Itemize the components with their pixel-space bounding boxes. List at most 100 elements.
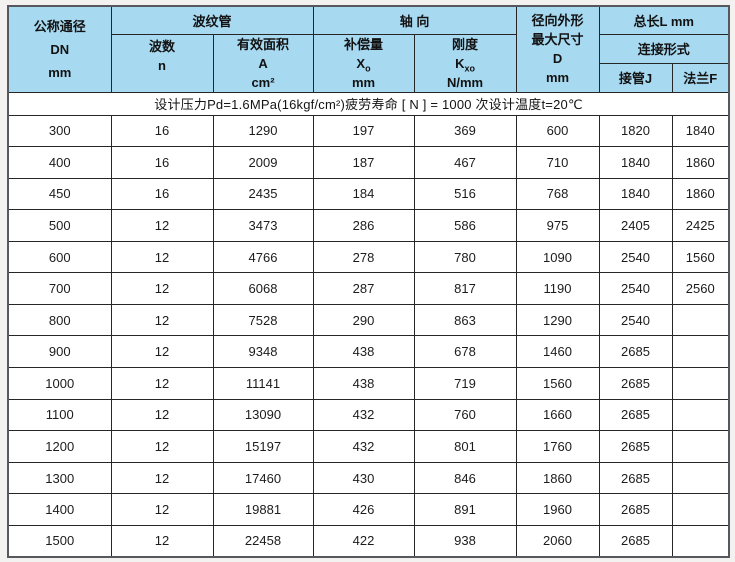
col-header-pipe-j: 接管J bbox=[598, 62, 673, 93]
table-row: 800 12 7528 290 863 1290 2540 bbox=[7, 303, 730, 337]
cell-d: 1660 bbox=[515, 398, 600, 432]
cell-dn: 1400 bbox=[7, 493, 112, 526]
cell-n: 12 bbox=[110, 240, 214, 274]
cell-dn: 300 bbox=[7, 114, 112, 148]
header-line: 径向外形 bbox=[531, 13, 584, 29]
cell-x0: 184 bbox=[312, 177, 415, 211]
cell-kx0: 586 bbox=[413, 209, 517, 242]
cell-f: 2425 bbox=[671, 209, 730, 242]
cell-n: 12 bbox=[110, 367, 214, 400]
cell-d: 2060 bbox=[515, 524, 600, 558]
cell-kx0: 863 bbox=[413, 303, 517, 337]
cell-d: 1760 bbox=[515, 430, 600, 463]
table-row: 1200 12 15197 432 801 1760 2685 bbox=[7, 430, 730, 463]
cell-j: 2685 bbox=[598, 335, 673, 369]
cell-dn: 1500 bbox=[7, 524, 112, 558]
header-line: 刚度 bbox=[452, 36, 479, 52]
col-header-wave-count: 波数 n bbox=[110, 33, 214, 93]
cell-d: 1190 bbox=[515, 272, 600, 305]
cell-a: 3473 bbox=[212, 209, 314, 242]
table-row: 1000 12 11141 438 719 1560 2685 bbox=[7, 367, 730, 400]
cell-a: 1290 bbox=[212, 114, 314, 148]
cell-dn: 1300 bbox=[7, 461, 112, 495]
cell-d: 1290 bbox=[515, 303, 600, 337]
cell-n: 12 bbox=[110, 524, 214, 558]
table-body: 设计压力Pd=1.6MPa(16kgf/cm²)疲劳寿命 [ N ] = 100… bbox=[7, 91, 730, 558]
group-header-axial: 轴 向 bbox=[312, 5, 517, 35]
cell-j: 2685 bbox=[598, 430, 673, 463]
cell-f bbox=[671, 524, 730, 558]
group-header-bellows: 波纹管 bbox=[110, 5, 314, 35]
cell-n: 12 bbox=[110, 335, 214, 369]
cell-dn: 1000 bbox=[7, 367, 112, 400]
cell-x0: 287 bbox=[312, 272, 415, 305]
cell-a: 15197 bbox=[212, 430, 314, 463]
cell-kx0: 938 bbox=[413, 524, 517, 558]
cell-j: 2540 bbox=[598, 303, 673, 337]
cell-d: 1090 bbox=[515, 240, 600, 274]
header-row-sub: 波数 n 有效面积 A cm² 补偿量 Xo mm 刚度 Kxo bbox=[8, 33, 730, 93]
cell-x0: 290 bbox=[312, 303, 415, 337]
cell-dn: 700 bbox=[7, 272, 112, 305]
cell-a: 2009 bbox=[212, 146, 314, 179]
cell-dn: 800 bbox=[7, 303, 112, 337]
cell-x0: 438 bbox=[312, 367, 415, 400]
table-header: 公称通径 DN mm 波纹管 轴 向 径向外形 最大尺寸 D mm 总长L mm… bbox=[7, 5, 730, 93]
cell-j: 2685 bbox=[598, 493, 673, 526]
spec-table-container: 公称通径 DN mm 波纹管 轴 向 径向外形 最大尺寸 D mm 总长L mm… bbox=[7, 5, 731, 558]
cell-a: 9348 bbox=[212, 335, 314, 369]
cell-dn: 1100 bbox=[7, 398, 112, 432]
cell-n: 12 bbox=[110, 398, 214, 432]
cell-f bbox=[671, 493, 730, 526]
cell-dn: 500 bbox=[7, 209, 112, 242]
cell-j: 2685 bbox=[598, 367, 673, 400]
cell-x0: 286 bbox=[312, 209, 415, 242]
cell-d: 1960 bbox=[515, 493, 600, 526]
table-row: 500 12 3473 286 586 975 2405 2425 bbox=[7, 209, 730, 242]
cell-d: 1560 bbox=[515, 367, 600, 400]
header-row-connection: 接管J 法兰F bbox=[8, 62, 730, 93]
col-header-flange-f: 法兰F bbox=[671, 62, 730, 93]
group-header-total-length: 总长L mm bbox=[598, 5, 730, 35]
cell-f: 1860 bbox=[671, 146, 730, 179]
cell-x0: 430 bbox=[312, 461, 415, 495]
cell-j: 2405 bbox=[598, 209, 673, 242]
cell-d: 1860 bbox=[515, 461, 600, 495]
col-header-compensation: 补偿量 Xo mm bbox=[312, 33, 415, 93]
cell-d: 975 bbox=[515, 209, 600, 242]
header-unit: mm bbox=[351, 74, 376, 90]
col-header-nominal-diameter: 公称通径 DN mm bbox=[7, 5, 112, 93]
header-line: 最大尺寸 bbox=[531, 32, 584, 48]
cell-a: 19881 bbox=[212, 493, 314, 526]
cell-d: 710 bbox=[515, 146, 600, 179]
cell-f: 1560 bbox=[671, 240, 730, 274]
table-row: 1300 12 17460 430 846 1860 2685 bbox=[7, 461, 730, 495]
cell-j: 2685 bbox=[598, 461, 673, 495]
cell-n: 12 bbox=[110, 209, 214, 242]
header-line: 波数 bbox=[148, 38, 175, 54]
cell-j: 2685 bbox=[598, 524, 673, 558]
cell-kx0: 467 bbox=[413, 146, 517, 179]
cell-x0: 197 bbox=[312, 114, 415, 148]
col-header-radial-max-dimension: 径向外形 最大尺寸 D mm bbox=[515, 5, 600, 93]
table-row: 700 12 6068 287 817 1190 2540 2560 bbox=[7, 272, 730, 305]
cell-kx0: 846 bbox=[413, 461, 517, 495]
cell-x0: 438 bbox=[312, 335, 415, 369]
cell-a: 7528 bbox=[212, 303, 314, 337]
table-row: 1400 12 19881 426 891 1960 2685 bbox=[7, 493, 730, 526]
cell-kx0: 817 bbox=[413, 272, 517, 305]
cell-d: 600 bbox=[515, 114, 600, 148]
header-line: 公称通径 bbox=[33, 18, 86, 34]
header-line: 补偿量 bbox=[344, 36, 384, 52]
cell-kx0: 891 bbox=[413, 493, 517, 526]
cell-f: 2560 bbox=[671, 272, 730, 305]
cell-a: 6068 bbox=[212, 272, 314, 305]
header-symbol: A bbox=[258, 55, 268, 71]
cell-a: 22458 bbox=[212, 524, 314, 558]
cell-dn: 400 bbox=[7, 146, 112, 179]
cell-n: 16 bbox=[110, 177, 214, 211]
cell-a: 17460 bbox=[212, 461, 314, 495]
cell-n: 12 bbox=[110, 303, 214, 337]
cell-a: 4766 bbox=[212, 240, 314, 274]
bellows-spec-table: 公称通径 DN mm 波纹管 轴 向 径向外形 最大尺寸 D mm 总长L mm… bbox=[7, 5, 731, 558]
